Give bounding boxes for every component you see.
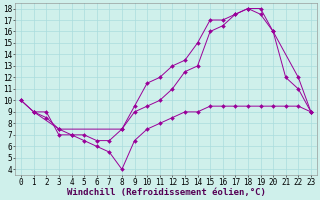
X-axis label: Windchill (Refroidissement éolien,°C): Windchill (Refroidissement éolien,°C) <box>67 188 266 197</box>
